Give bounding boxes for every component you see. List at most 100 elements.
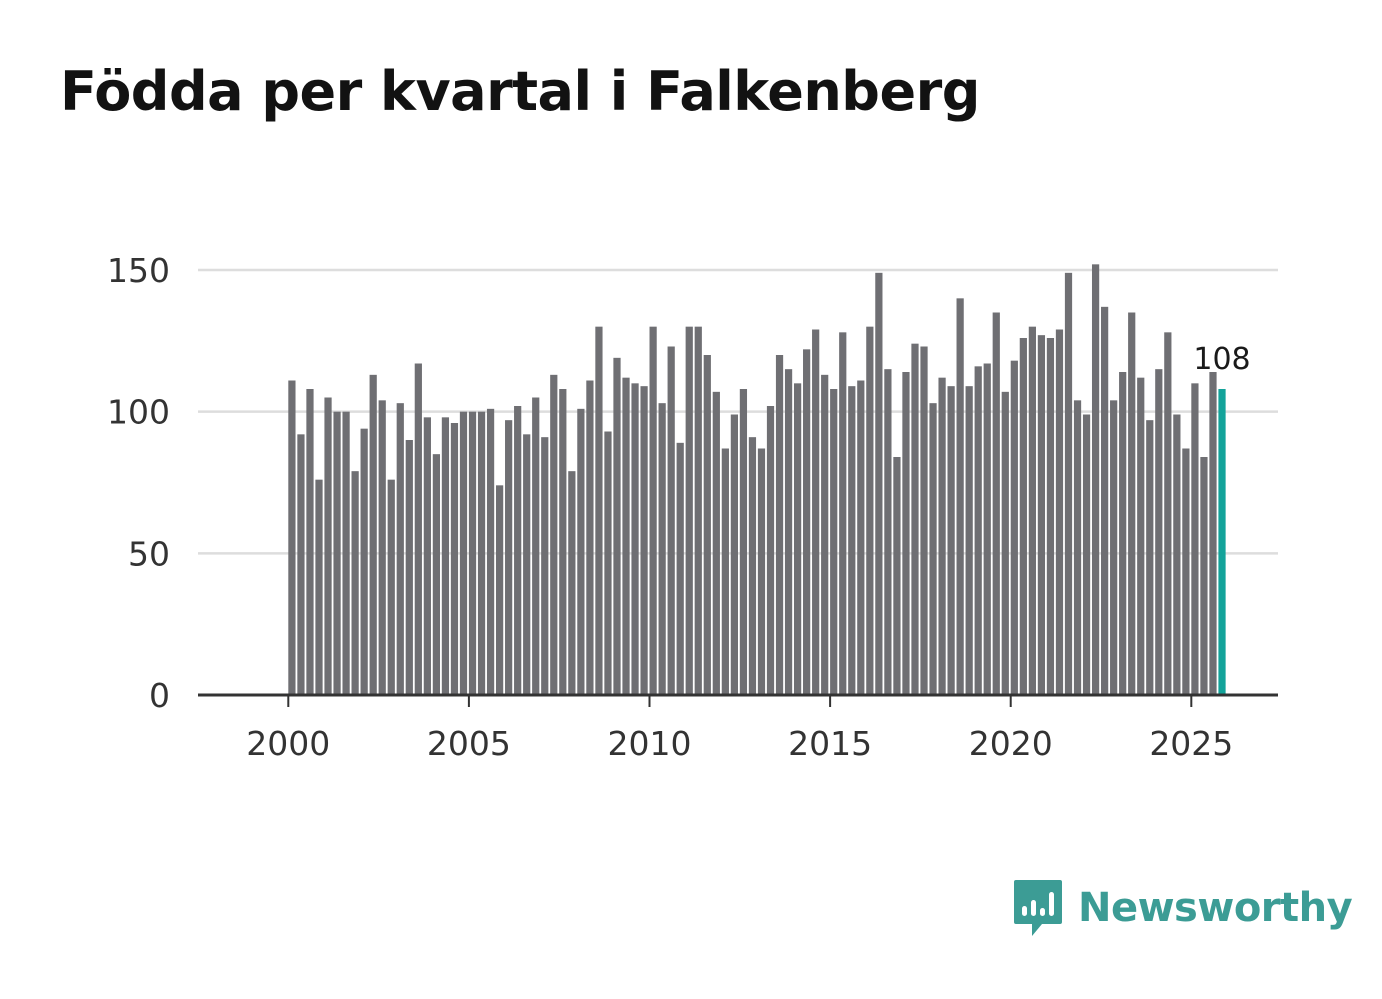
bar — [441, 417, 450, 695]
bar — [992, 312, 1000, 695]
x-tick-label-2005: 2005 — [427, 724, 511, 763]
bar — [712, 391, 720, 695]
bar — [342, 411, 350, 695]
bar — [423, 417, 431, 695]
x-tick-label-2010: 2010 — [608, 724, 692, 763]
bar — [1046, 338, 1055, 695]
bar — [694, 326, 702, 695]
bar — [1137, 377, 1145, 695]
bar — [676, 442, 684, 695]
bar — [486, 408, 495, 695]
bar — [1037, 335, 1046, 695]
bar — [1055, 329, 1064, 695]
bar — [902, 372, 910, 695]
x-tick-label-2000: 2000 — [246, 724, 330, 763]
bar — [721, 448, 729, 695]
bar — [468, 411, 477, 695]
bar — [757, 448, 766, 695]
bar — [775, 355, 784, 695]
bar-latest — [1218, 389, 1226, 695]
bar — [595, 326, 603, 695]
bar — [414, 363, 422, 695]
bar — [920, 346, 928, 695]
bar — [1200, 457, 1208, 695]
bar — [1164, 332, 1172, 695]
chart-title: Födda per kvartal i Falkenberg — [60, 60, 980, 123]
bar — [1128, 312, 1136, 695]
bar — [1064, 272, 1073, 695]
bar — [324, 397, 332, 695]
bar — [929, 403, 937, 695]
bar — [378, 400, 386, 695]
bar — [983, 363, 991, 695]
bar — [1191, 383, 1199, 695]
bar — [1146, 420, 1154, 695]
bar — [532, 397, 540, 695]
bar — [568, 471, 576, 695]
bar — [640, 386, 648, 695]
bar — [649, 326, 657, 695]
bar — [956, 298, 964, 695]
bar — [297, 434, 305, 695]
bar — [1019, 338, 1027, 695]
bar — [784, 369, 793, 695]
bar — [523, 434, 531, 695]
bar — [333, 411, 341, 695]
bar — [604, 431, 612, 695]
bar — [965, 386, 973, 695]
bar — [1119, 372, 1127, 695]
bar — [396, 403, 404, 695]
bar — [459, 411, 468, 695]
bar — [839, 332, 847, 695]
bar — [477, 411, 486, 695]
newsworthy-logo-icon — [1014, 880, 1062, 936]
brand-name: Newsworthy — [1078, 885, 1353, 931]
bar — [730, 414, 738, 695]
bar — [351, 471, 359, 695]
bar — [1110, 400, 1118, 695]
bar — [1010, 360, 1018, 695]
bar — [387, 479, 395, 695]
bar — [405, 440, 413, 695]
x-tick-label-2015: 2015 — [788, 724, 872, 763]
bar — [505, 420, 513, 695]
x-tick-label-2020: 2020 — [969, 724, 1053, 763]
x-axis — [198, 693, 1278, 707]
bar — [866, 326, 874, 695]
bar — [631, 383, 639, 695]
bar — [1182, 448, 1190, 695]
bar — [1209, 372, 1217, 695]
bar — [938, 377, 946, 695]
bar — [495, 485, 504, 695]
latest-value-label: 108 — [1193, 342, 1250, 377]
bar — [432, 454, 441, 695]
bar — [748, 437, 757, 695]
bar — [514, 406, 522, 695]
bar — [586, 380, 594, 695]
bar — [803, 349, 811, 695]
bar — [974, 366, 982, 695]
bar — [613, 357, 621, 695]
bar — [1091, 264, 1100, 695]
bar — [622, 377, 630, 695]
bar — [541, 437, 549, 695]
bar — [857, 380, 865, 695]
bar — [1155, 369, 1163, 695]
bar — [577, 408, 585, 695]
bar — [884, 369, 892, 695]
bar — [559, 389, 567, 695]
bar — [830, 389, 838, 695]
bar — [1173, 414, 1181, 695]
bar — [360, 428, 368, 695]
labels: 0 50 100 150 108 2000 2005 2010 2015 2020 2025 — [107, 251, 1251, 763]
y-tick-label-150: 150 — [107, 251, 170, 290]
bar — [875, 272, 883, 695]
bar — [947, 386, 955, 695]
bar — [793, 383, 802, 695]
bar — [1001, 391, 1009, 695]
bar — [812, 329, 820, 695]
bar — [550, 374, 558, 695]
newsworthy-logo: Newsworthy — [1012, 878, 1353, 938]
y-tick-label-50: 50 — [128, 534, 170, 573]
